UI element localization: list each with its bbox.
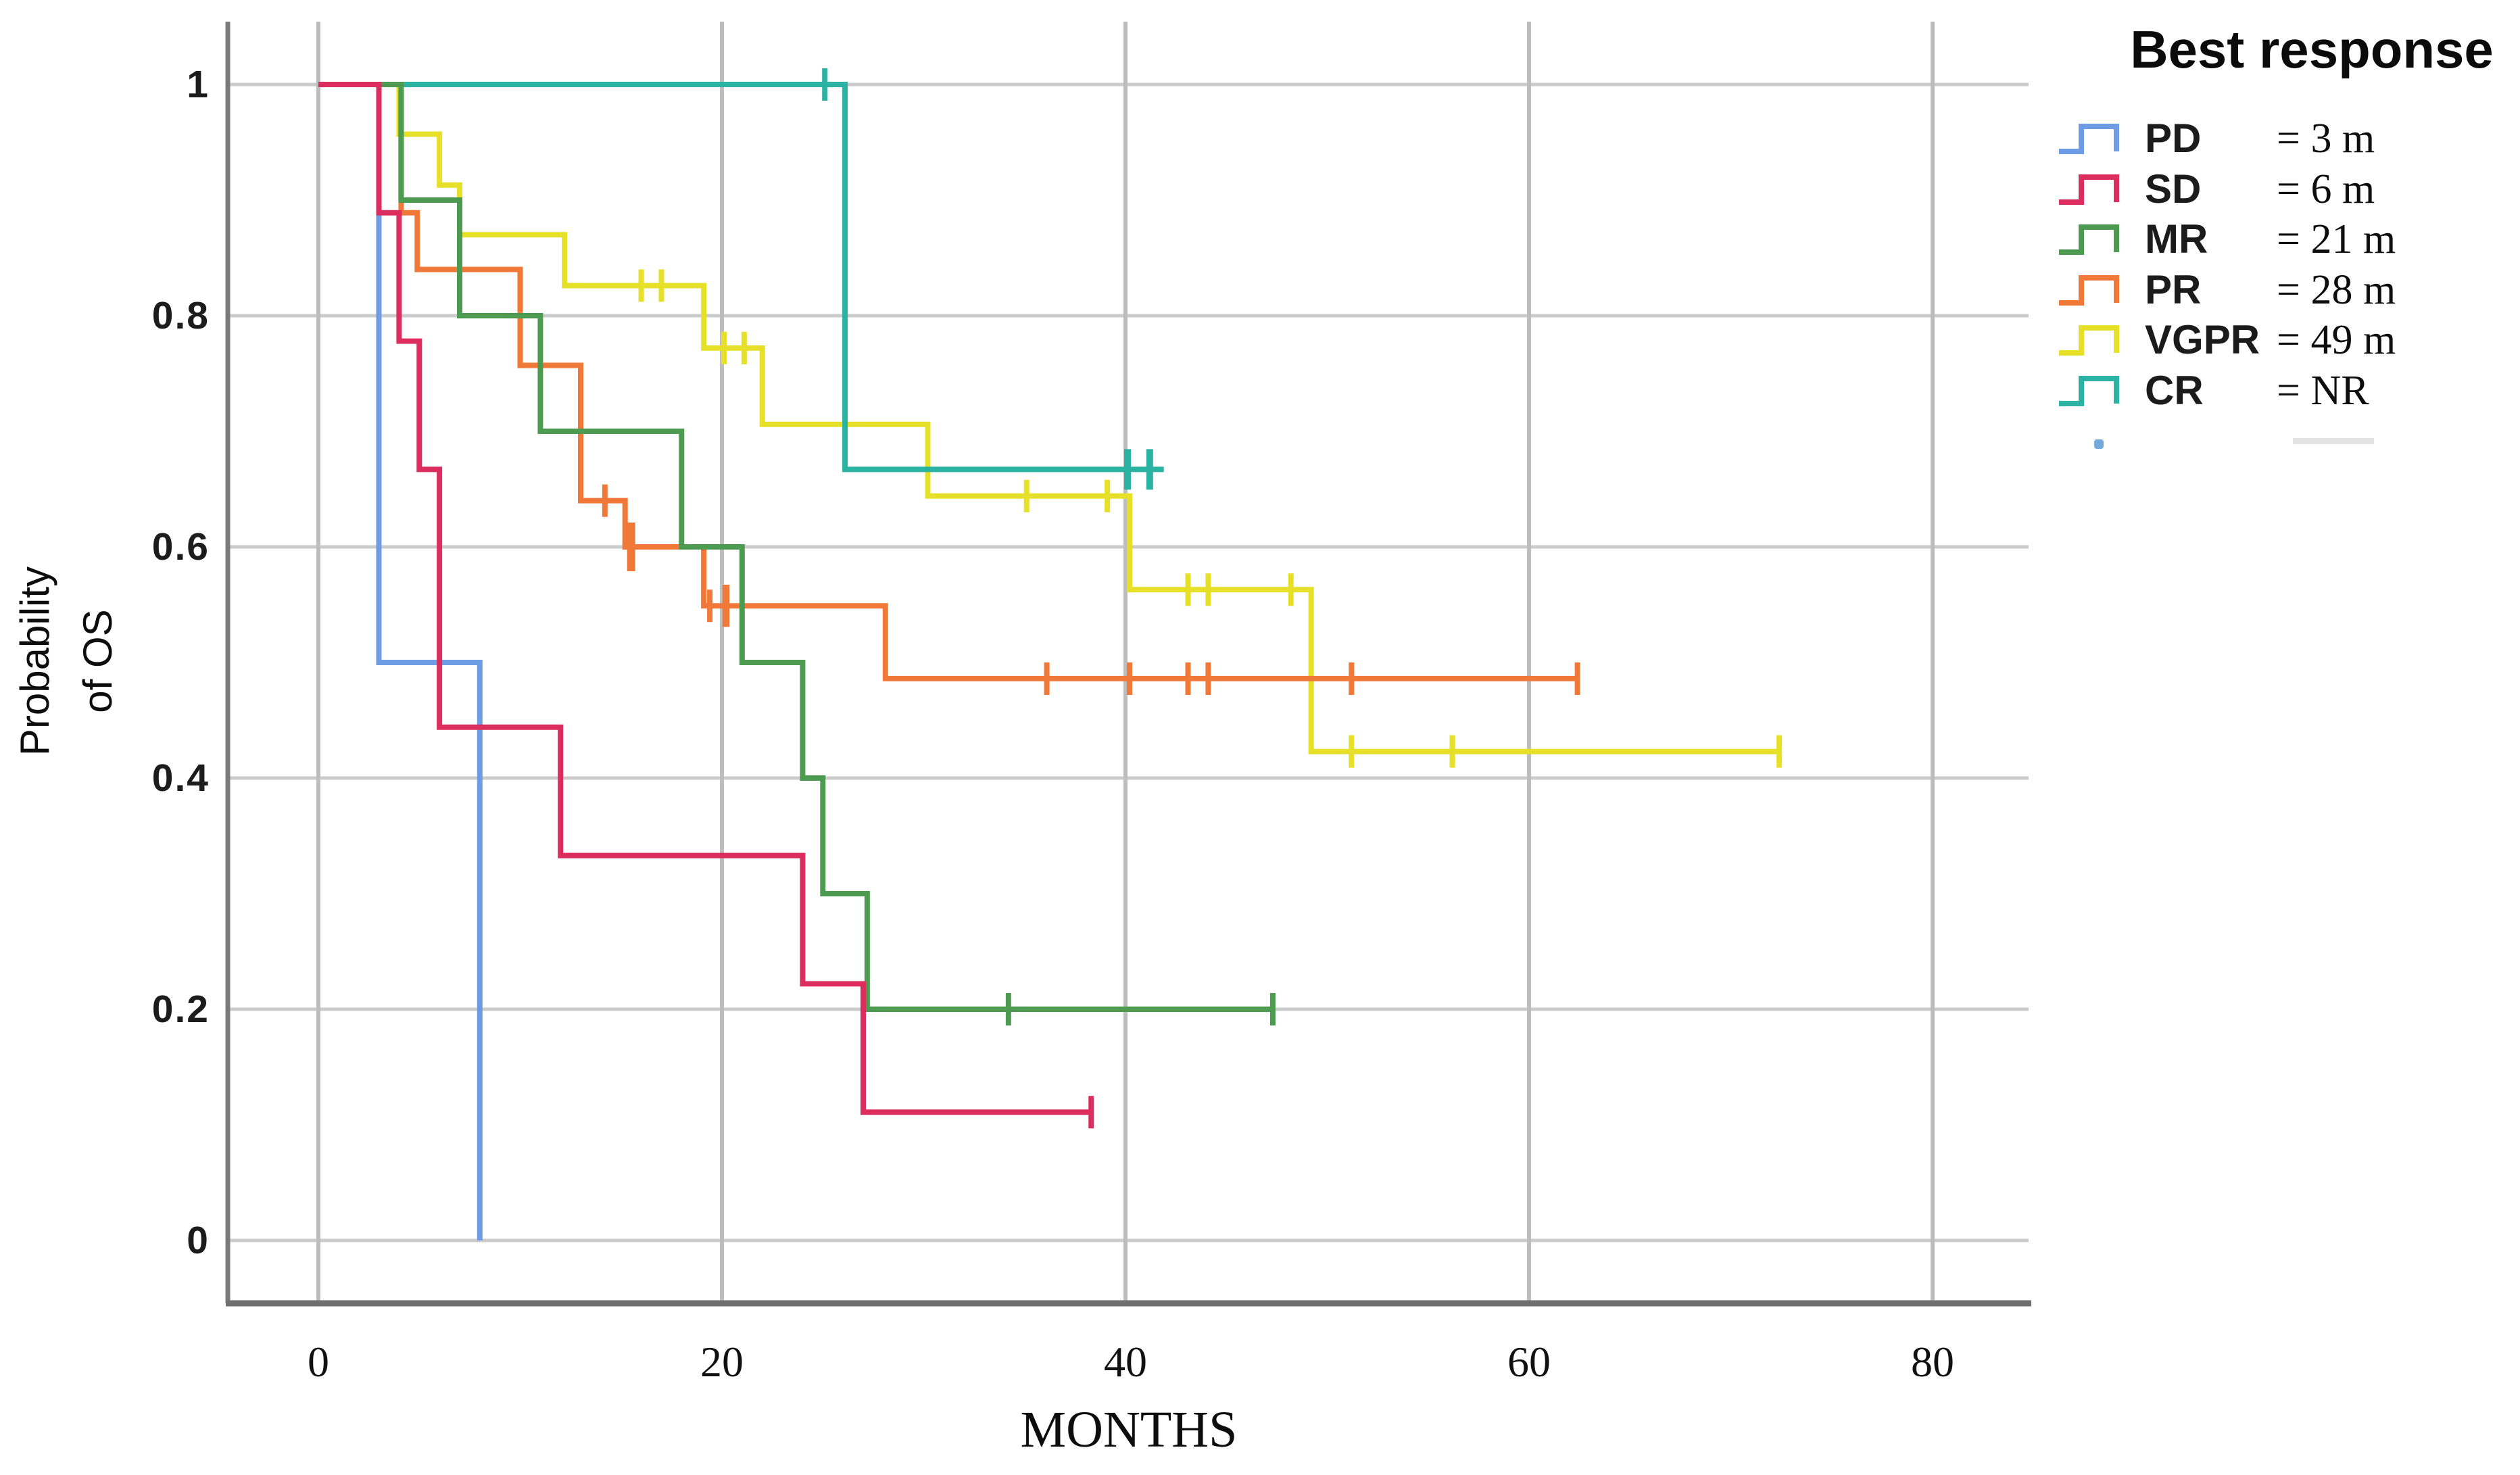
legend-item-PR: PR = 28 m bbox=[2043, 265, 2520, 315]
y-tick-label-0.4: 0.4 bbox=[151, 756, 210, 800]
series-MR bbox=[318, 82, 1276, 1025]
legend-label-PD: PD bbox=[2145, 116, 2202, 161]
y-axis-title: Probability of OS bbox=[3, 323, 139, 999]
series-MR-curve bbox=[318, 82, 1273, 1012]
legend-label-CR: CR bbox=[2145, 367, 2204, 413]
legend-item-VGPR: VGPR = 49 m bbox=[2043, 315, 2520, 365]
legend-median-PD: = 3 m bbox=[2277, 116, 2375, 162]
y-tick-label-0.8: 0.8 bbox=[151, 294, 210, 337]
legend-label-PR: PR bbox=[2145, 266, 2202, 312]
x-tick-label-0: 0 bbox=[308, 1338, 329, 1386]
series-CR bbox=[318, 68, 1164, 490]
legend-title: Best response bbox=[2130, 20, 2494, 79]
legend-label-VGPR: VGPR bbox=[2145, 317, 2260, 362]
series-PR bbox=[318, 82, 1580, 695]
cropped-legend-artifact-dot bbox=[2094, 439, 2104, 449]
x-axis-title: MONTHS bbox=[1020, 1401, 1238, 1458]
legend-item-CR: CR = NR bbox=[2043, 366, 2520, 416]
y-axis-title-line1: Probability bbox=[12, 566, 57, 756]
legend-item-MR: MR = 21 m bbox=[2043, 214, 2520, 264]
legend-CR-step-swatch-icon bbox=[2059, 375, 2119, 406]
legend-SD-step-swatch-icon bbox=[2059, 174, 2119, 205]
y-tick-label-1: 1 bbox=[187, 63, 210, 106]
y-axis-title-line2: of OS bbox=[75, 609, 120, 713]
cropped-legend-artifact-dash bbox=[2293, 438, 2374, 444]
legend-label-SD: SD bbox=[2145, 166, 2202, 212]
legend-item-SD: SD = 6 m bbox=[2043, 164, 2520, 214]
legend-VGPR-step-swatch-icon bbox=[2059, 325, 2119, 356]
x-tick-label-80: 80 bbox=[1911, 1338, 1954, 1386]
x-tick-label-60: 60 bbox=[1507, 1338, 1551, 1386]
legend-item-PD: PD = 3 m bbox=[2043, 114, 2520, 164]
series-VGPR bbox=[318, 82, 1783, 768]
legend-median-PR: = 28 m bbox=[2277, 266, 2396, 313]
x-tick-label-40: 40 bbox=[1104, 1338, 1147, 1386]
legend-median-MR: = 21 m bbox=[2277, 216, 2396, 262]
legend-PR-step-swatch-icon bbox=[2059, 274, 2119, 306]
legend-PD-step-swatch-icon bbox=[2059, 124, 2119, 154]
y-tick-label-0.6: 0.6 bbox=[151, 525, 210, 569]
series-SD-curve bbox=[318, 82, 1092, 1115]
series-PR-curve bbox=[318, 82, 1578, 681]
x-tick-label-20: 20 bbox=[700, 1338, 744, 1386]
series-CR-curve bbox=[318, 82, 1164, 473]
legend-MR-step-swatch-icon bbox=[2059, 224, 2119, 255]
legend-median-SD: = 6 m bbox=[2277, 166, 2375, 212]
legend-label-MR: MR bbox=[2145, 216, 2208, 262]
legend-median-VGPR: = 49 m bbox=[2277, 317, 2396, 363]
series-SD bbox=[318, 82, 1094, 1129]
legend-median-CR: = NR bbox=[2277, 367, 2369, 414]
y-tick-label-0.2: 0.2 bbox=[151, 988, 210, 1031]
series-VGPR-curve bbox=[318, 82, 1780, 754]
y-tick-label-0: 0 bbox=[187, 1219, 210, 1262]
